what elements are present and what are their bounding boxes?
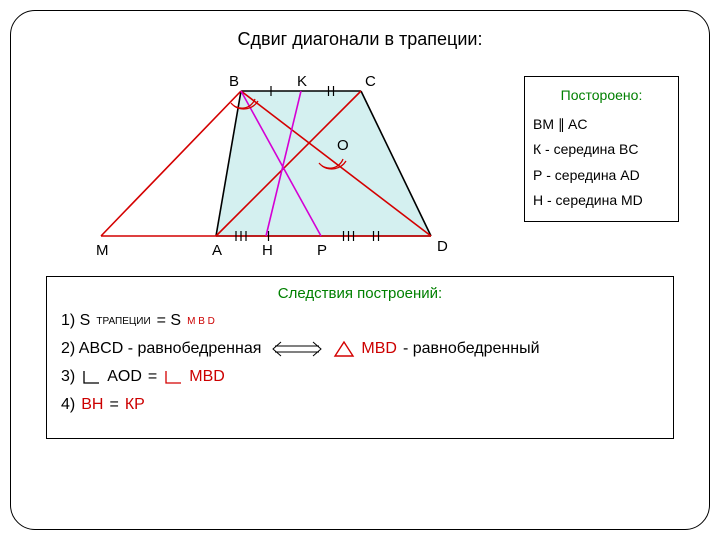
text-sub: ТРАПЕЦИИ: [96, 316, 150, 327]
sidebar-line: Р - середина AD: [533, 163, 670, 188]
vertex-label-D: D: [437, 238, 448, 255]
consequence-3: 3) AOD = MBD: [61, 368, 659, 386]
text-sub: M B D: [187, 316, 215, 327]
trapezoid-diagram: M A H P D B K C O: [81, 71, 481, 256]
consequence-2: 2) ABCD - равнобедренная MBD - равнобедр…: [61, 340, 659, 358]
vertex-label-B: B: [229, 73, 239, 90]
text: 2) ABCD - равнобедренная: [61, 340, 261, 358]
sidebar-line: К - середина BC: [533, 137, 670, 162]
vertex-label-K: K: [297, 73, 307, 90]
vertex-label-M: M: [96, 242, 109, 259]
text: =: [109, 396, 118, 414]
text: AOD: [107, 368, 142, 386]
page-title: Сдвиг диагонали в трапеции:: [11, 29, 709, 50]
vertex-label-C: C: [365, 73, 376, 90]
text: = S: [157, 312, 181, 330]
consequences-box: Следствия построений: 1) S ТРАПЕЦИИ = S …: [46, 276, 674, 439]
sidebar-line: BM ∥ AC: [533, 112, 670, 137]
angle-icon: [81, 368, 101, 386]
vertex-label-P: P: [317, 242, 327, 259]
vertex-label-O: O: [337, 137, 349, 154]
triangle-icon: [333, 340, 355, 358]
sidebar-line: Н - середина MD: [533, 188, 670, 213]
vertex-label-A: A: [212, 242, 222, 259]
consequence-4: 4) BH = КР: [61, 396, 659, 414]
text: 4): [61, 396, 75, 414]
double-arrow-icon: [267, 340, 327, 358]
construction-sidebar: Посторoено: BM ∥ ACК - середина BCР - се…: [524, 76, 679, 222]
text: MBD: [189, 368, 225, 386]
consequences-title: Следствия построений:: [61, 285, 659, 302]
vertex-label-H: H: [262, 242, 273, 259]
sidebar-title: Посторoено:: [533, 83, 670, 108]
page-frame: Сдвиг диагонали в трапеции: M A H P D B K C O По…: [10, 10, 710, 530]
text: 3): [61, 368, 75, 386]
text: - равнобедренный: [403, 340, 540, 358]
angle-icon: [163, 368, 183, 386]
consequence-1: 1) S ТРАПЕЦИИ = S M B D: [61, 312, 659, 330]
text: =: [148, 368, 157, 386]
text: BH: [81, 396, 103, 414]
diagram-svg: [81, 71, 481, 256]
text: КР: [125, 396, 145, 414]
text: 1) S: [61, 312, 90, 330]
text: MBD: [361, 340, 397, 358]
